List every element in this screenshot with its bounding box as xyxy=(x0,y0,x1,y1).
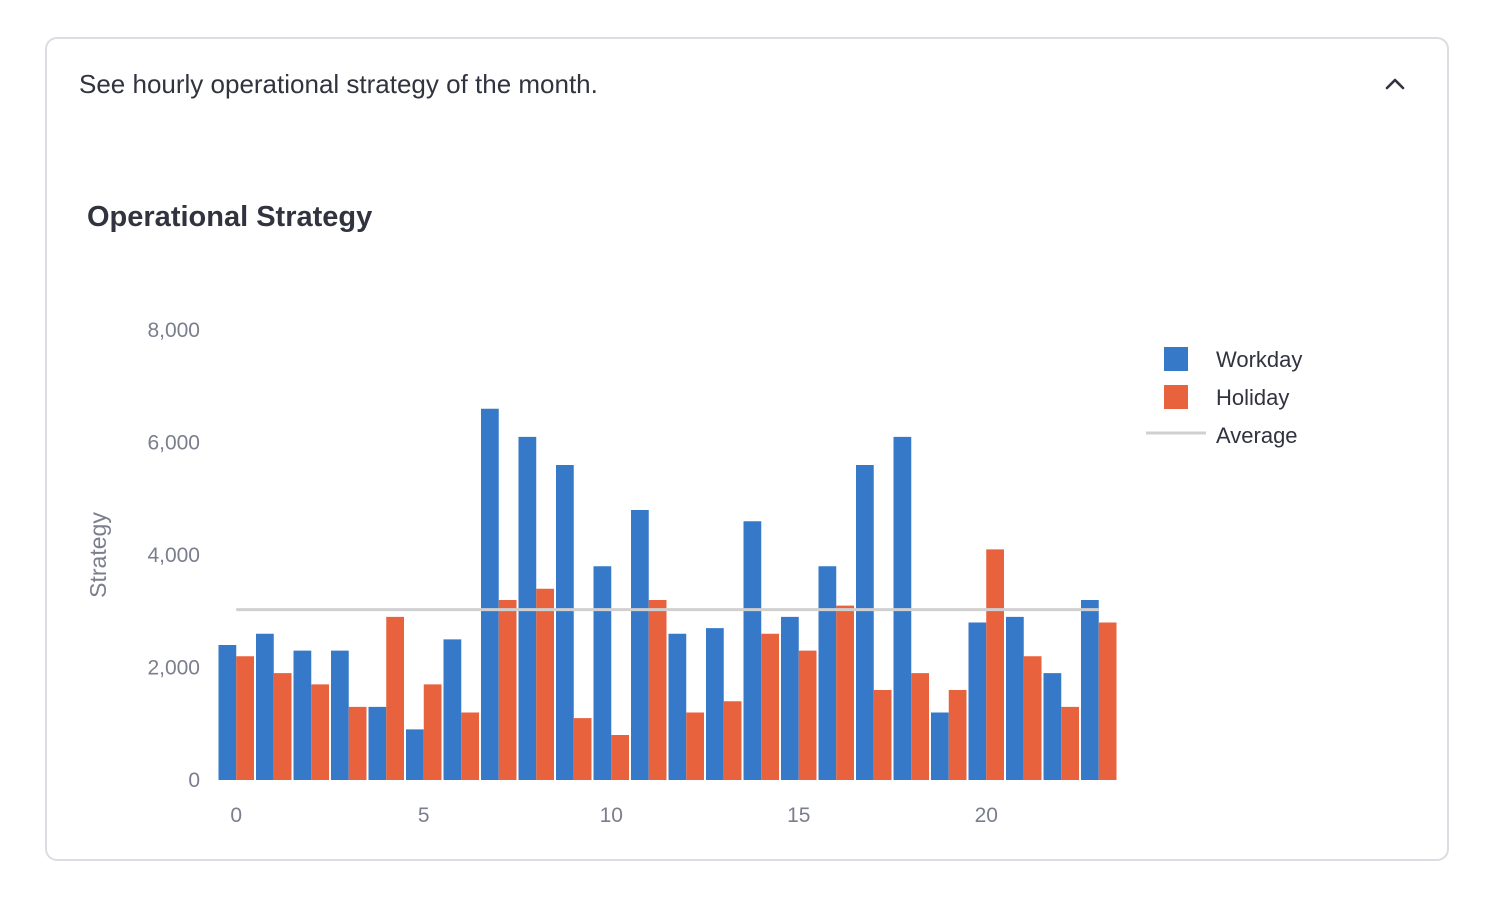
bar-workday-5 xyxy=(406,729,424,780)
bars-group xyxy=(218,408,1117,780)
bar-holiday-5 xyxy=(423,684,442,780)
bar-holiday-17 xyxy=(873,690,892,780)
bar-workday-2 xyxy=(293,650,312,780)
x-tick-label: 10 xyxy=(600,804,623,827)
bar-workday-10 xyxy=(593,566,612,780)
bar-workday-7 xyxy=(481,408,499,780)
bar-workday-19 xyxy=(931,712,949,780)
bar-workday-22 xyxy=(1043,673,1062,780)
x-tick-label: 20 xyxy=(975,804,998,827)
bar-holiday-2 xyxy=(311,684,329,780)
y-tick-label: 6,000 xyxy=(147,432,200,455)
bar-workday-16 xyxy=(818,566,837,780)
legend-swatch-workday xyxy=(1164,347,1188,371)
legend-label-average[interactable]: Average xyxy=(1216,423,1298,448)
x-axis-ticks: 0 5 10 15 20 xyxy=(230,804,998,827)
x-tick-label: 15 xyxy=(787,804,810,827)
y-tick-label: 8,000 xyxy=(147,319,200,342)
legend: Workday Holiday Average xyxy=(1146,347,1302,448)
bar-holiday-3 xyxy=(348,706,367,780)
y-tick-label: 2,000 xyxy=(147,657,200,680)
bar-holiday-6 xyxy=(461,712,479,780)
bar-holiday-12 xyxy=(686,712,704,780)
bar-holiday-23 xyxy=(1098,622,1117,780)
bar-holiday-18 xyxy=(911,673,929,780)
legend-swatch-holiday xyxy=(1164,385,1188,409)
bar-workday-14 xyxy=(743,521,762,780)
y-tick-label: 0 xyxy=(188,769,200,792)
bar-workday-13 xyxy=(706,628,724,780)
bar-holiday-1 xyxy=(273,673,292,780)
bar-workday-23 xyxy=(1081,600,1099,780)
bar-workday-0 xyxy=(218,645,237,780)
bar-holiday-22 xyxy=(1061,706,1079,780)
bar-workday-20 xyxy=(968,622,987,780)
chart-title: Operational Strategy xyxy=(87,201,373,233)
expander-header[interactable]: See hourly operational strategy of the m… xyxy=(79,69,598,99)
bar-holiday-15 xyxy=(798,650,817,780)
bar-holiday-20 xyxy=(986,549,1004,780)
bar-holiday-0 xyxy=(236,656,254,780)
bar-holiday-8 xyxy=(536,588,554,780)
chevron-up-icon[interactable] xyxy=(1383,73,1407,97)
bar-workday-11 xyxy=(631,510,649,780)
y-tick-label: 4,000 xyxy=(147,544,200,567)
bar-workday-9 xyxy=(556,465,574,780)
bar-holiday-13 xyxy=(723,701,742,780)
bar-workday-4 xyxy=(368,706,387,780)
bar-holiday-11 xyxy=(648,600,667,780)
x-tick-label: 0 xyxy=(230,804,242,827)
bar-holiday-9 xyxy=(573,718,592,780)
bar-workday-21 xyxy=(1006,616,1024,780)
bar-holiday-16 xyxy=(836,605,854,780)
legend-label-workday[interactable]: Workday xyxy=(1216,347,1302,372)
bar-workday-12 xyxy=(668,633,687,780)
y-axis-ticks: 0 2,000 4,000 6,000 8,000 xyxy=(147,319,200,792)
bar-workday-15 xyxy=(781,616,799,780)
bar-holiday-19 xyxy=(948,690,967,780)
x-tick-label: 5 xyxy=(418,804,430,827)
y-axis-label: Strategy xyxy=(85,512,111,598)
bar-holiday-14 xyxy=(761,633,779,780)
bar-workday-1 xyxy=(256,633,274,780)
bar-workday-3 xyxy=(331,650,349,780)
bar-holiday-21 xyxy=(1023,656,1042,780)
bar-holiday-10 xyxy=(611,735,629,780)
bar-workday-6 xyxy=(443,639,462,780)
bar-holiday-7 xyxy=(498,600,517,780)
legend-label-holiday[interactable]: Holiday xyxy=(1216,385,1289,410)
bar-holiday-4 xyxy=(386,616,404,780)
bar-workday-17 xyxy=(856,465,874,780)
